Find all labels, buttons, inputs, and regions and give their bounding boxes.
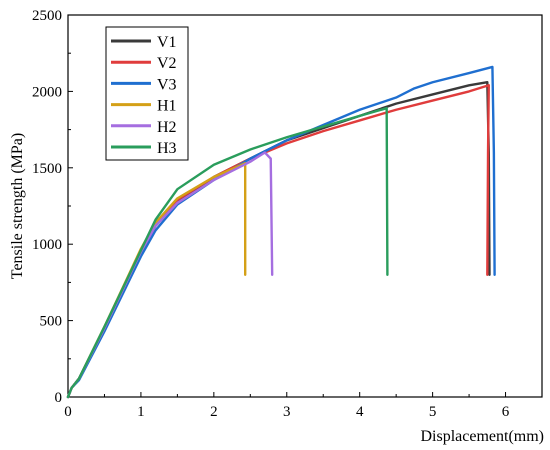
x-tick-label: 0 — [64, 404, 72, 420]
legend-label-v2: V2 — [157, 55, 177, 72]
x-tick-label: 1 — [137, 404, 145, 420]
series-layer — [66, 65, 496, 399]
x-tick-label: 4 — [356, 404, 364, 420]
x-tick-label: 3 — [283, 404, 291, 420]
y-tick-label: 1000 — [32, 237, 62, 253]
y-tick-label: 1500 — [32, 161, 62, 177]
series-line-h3 — [66, 107, 389, 399]
series-line-h1 — [66, 162, 247, 399]
y-tick-label: 500 — [40, 314, 63, 330]
x-axis-label: Displacement(mm) — [420, 428, 544, 445]
y-axis-label: Tensile strength (MPa) — [9, 133, 26, 279]
y-axis-ticks: 0 500 1000 1500 2000 2500 — [32, 8, 73, 406]
series-line-h2 — [66, 151, 274, 399]
legend-label-v1: V1 — [157, 34, 177, 51]
series-line-v3 — [66, 65, 496, 399]
legend-label-h3: H3 — [157, 140, 177, 157]
y-tick-label: 2000 — [32, 84, 62, 100]
y-tick-label: 0 — [55, 390, 63, 406]
legend-label-h1: H1 — [157, 98, 177, 115]
x-axis-ticks: 0 1 2 3 4 5 6 — [64, 392, 510, 420]
x-tick-label: 5 — [429, 404, 437, 420]
legend: V1 V2 V3 H1 H2 H3 — [105, 26, 189, 161]
x-tick-label: 2 — [210, 404, 218, 420]
legend-label-h2: H2 — [157, 119, 177, 136]
x-tick-label: 6 — [502, 404, 510, 420]
legend-label-v3: V3 — [157, 76, 177, 93]
y-tick-label: 2500 — [32, 8, 62, 24]
legend-box — [105, 26, 189, 161]
